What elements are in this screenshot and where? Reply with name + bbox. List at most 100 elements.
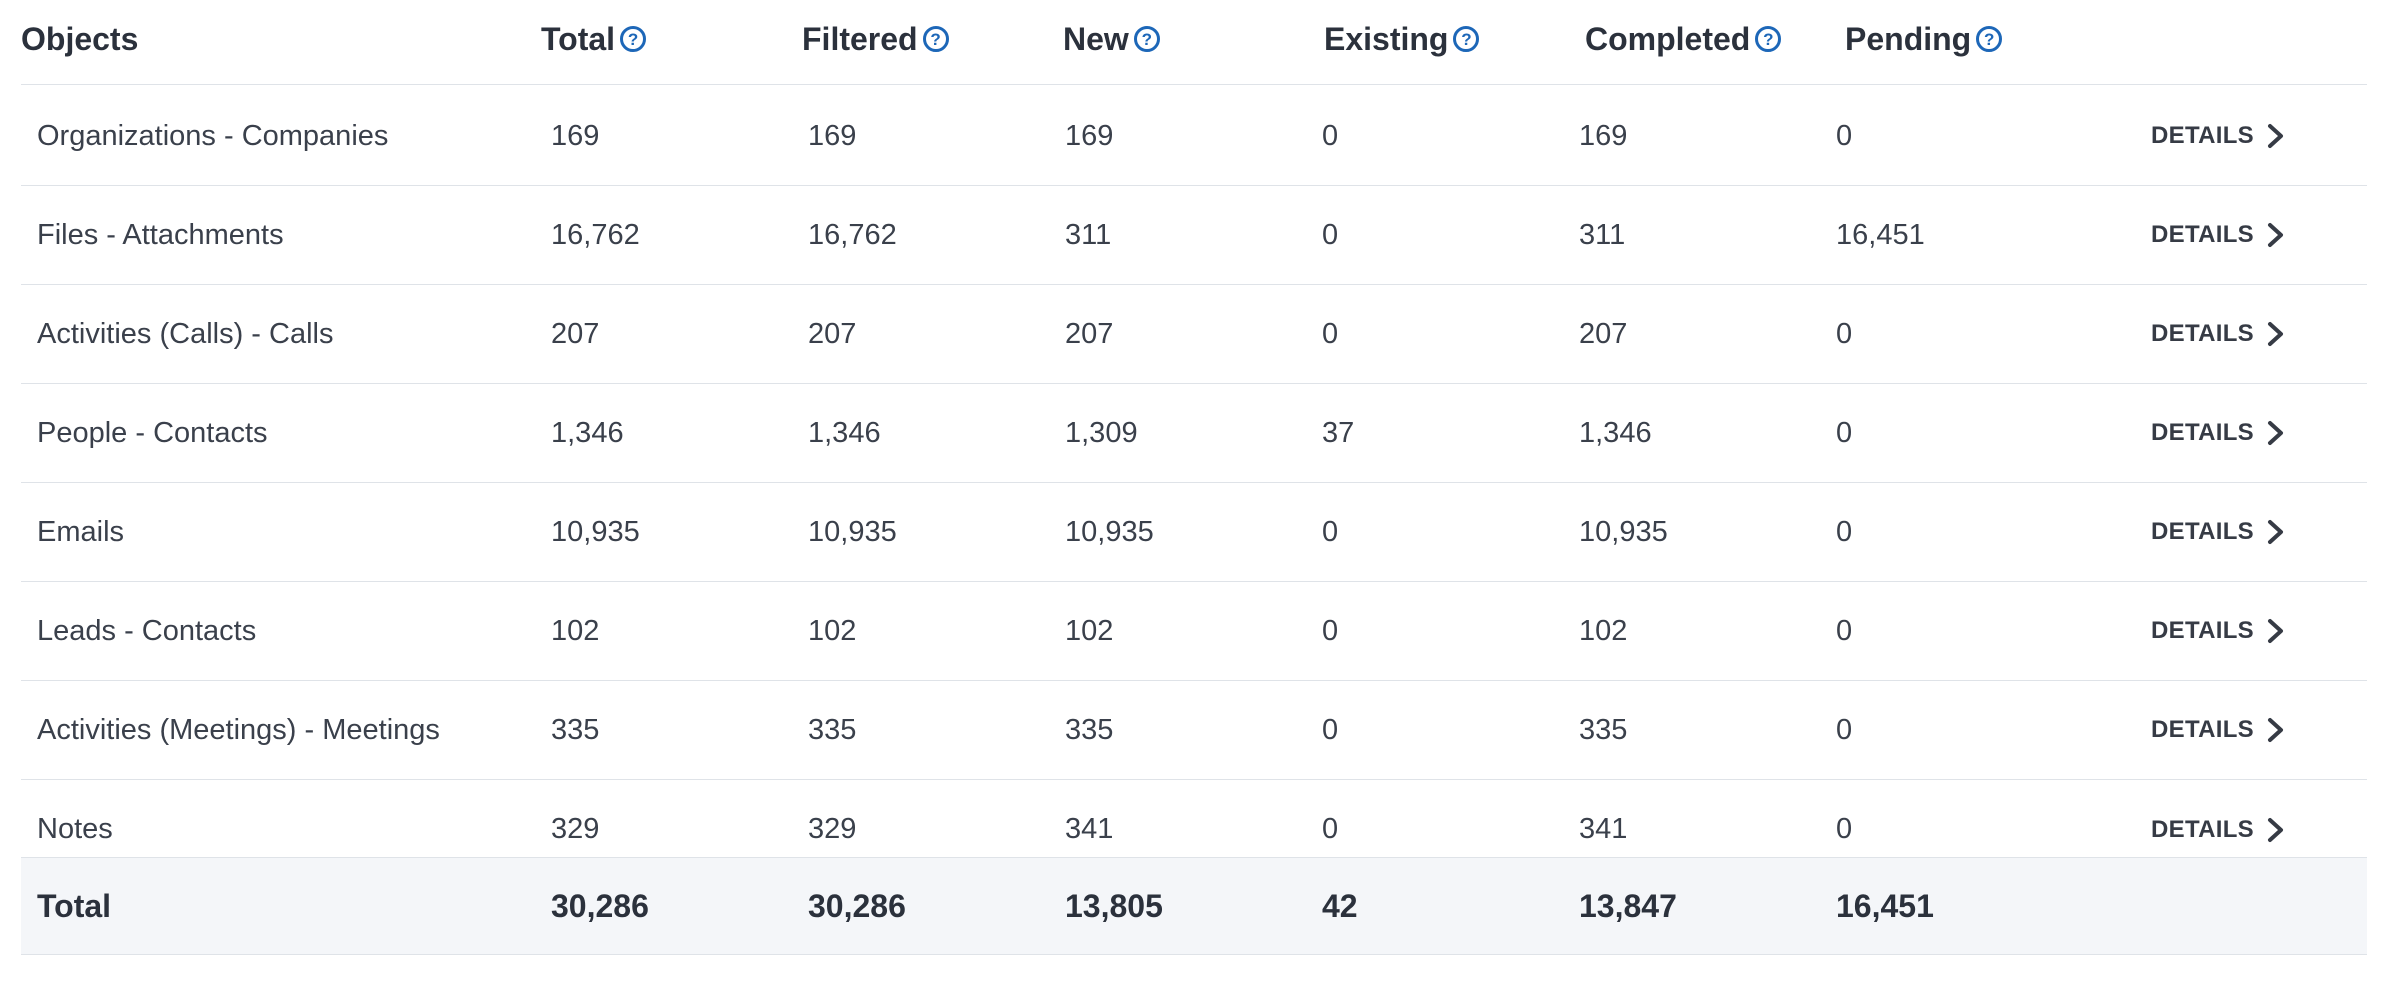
object-name-cell: Activities (Meetings) - Meetings [37,713,440,746]
details-label: DETAILS [2151,419,2254,446]
pending-cell: 16,451 [1836,218,1925,251]
new-cell: 341 [1065,813,1114,845]
totals-pending: 16,451 [1836,887,1934,924]
details-link[interactable]: DETAILS [2151,285,2288,383]
chevron-right-icon [2268,322,2283,346]
column-header-label: Pending [1845,20,1972,57]
pending-cell: 0 [1836,713,1853,746]
details-link[interactable]: DETAILS [2151,483,2288,581]
help-icon[interactable]: ? [922,26,949,52]
column-header-label: Total [541,20,616,57]
chevron-right-icon [2268,718,2283,742]
total-cell: 10,935 [551,515,640,548]
new-cell: 10,935 [1065,515,1154,548]
column-header-label: New [1063,20,1129,57]
table-row: Activities (Meetings) - Meetings 335 335… [21,681,2367,780]
chevron-right-icon [2268,223,2283,247]
existing-cell: 0 [1322,614,1339,647]
new-cell: 102 [1065,614,1114,647]
chevron-right-icon [2268,619,2283,643]
table-header: Objects Total ? Filtered ? New ? Existin… [21,0,2367,85]
object-name-cell: Leads - Contacts [37,614,257,647]
table-row: Files - Attachments 16,762 16,762 311 0 … [21,186,2367,285]
details-label: DETAILS [2151,518,2254,545]
totals-new: 13,805 [1065,887,1163,924]
completed-cell: 1,346 [1579,416,1652,449]
help-icon[interactable]: ? [620,26,647,52]
total-cell: 1,346 [551,416,624,449]
help-icon[interactable]: ? [1133,26,1160,52]
table-row: People - Contacts 1,346 1,346 1,309 37 1… [21,384,2367,483]
total-cell: 16,762 [551,218,640,251]
details-link[interactable]: DETAILS [2151,87,2288,185]
pending-cell: 0 [1836,614,1853,647]
details-link[interactable]: DETAILS [2151,681,2288,779]
details-label: DETAILS [2151,122,2254,149]
details-label: DETAILS [2151,221,2254,248]
totals-completed: 13,847 [1579,887,1677,924]
total-cell: 169 [551,119,600,152]
table-row: Notes 329 329 341 0 341 0 DETAILS [21,780,2367,857]
pending-cell: 0 [1836,119,1853,152]
details-link[interactable]: DETAILS [2151,384,2288,482]
totals-filtered: 30,286 [808,887,906,924]
object-name-cell: Activities (Calls) - Calls [37,317,334,350]
existing-cell: 0 [1322,515,1339,548]
pending-cell: 0 [1836,317,1853,350]
existing-cell: 37 [1322,416,1355,449]
completed-cell: 335 [1579,713,1628,746]
column-header-label: Objects [21,20,139,57]
filtered-cell: 329 [808,813,857,845]
filtered-cell: 1,346 [808,416,881,449]
table-row: Leads - Contacts 102 102 102 0 102 0 DET… [21,582,2367,681]
object-name-cell: Emails [37,515,125,548]
column-header-label: Filtered [802,20,918,57]
details-link[interactable]: DETAILS [2151,582,2288,680]
column-header-objects: Objects [21,0,138,78]
filtered-cell: 207 [808,317,857,350]
column-header-label: Completed [1585,20,1751,57]
details-link[interactable]: DETAILS [2151,186,2288,284]
column-header-filtered: Filtered ? [802,0,949,78]
pending-cell: 0 [1836,515,1853,548]
existing-cell: 0 [1322,713,1339,746]
filtered-cell: 335 [808,713,857,746]
existing-cell: 0 [1322,218,1339,251]
details-link[interactable]: DETAILS [2151,780,2288,857]
filtered-cell: 16,762 [808,218,897,251]
totals-row: Total 30,286 30,286 13,805 42 13,847 16,… [21,857,2367,955]
object-name-cell: Notes [37,813,113,845]
column-header-label: Existing [1324,20,1449,57]
completed-cell: 341 [1579,813,1628,845]
details-label: DETAILS [2151,617,2254,644]
existing-cell: 0 [1322,813,1339,845]
new-cell: 335 [1065,713,1114,746]
column-header-total: Total ? [541,0,647,78]
completed-cell: 207 [1579,317,1628,350]
new-cell: 169 [1065,119,1114,152]
column-header-existing: Existing ? [1324,0,1480,78]
new-cell: 207 [1065,317,1114,350]
help-icon[interactable]: ? [1755,26,1782,52]
pending-cell: 0 [1836,416,1853,449]
filtered-cell: 10,935 [808,515,897,548]
chevron-right-icon [2268,124,2283,148]
help-icon[interactable]: ? [1976,26,2003,52]
column-header-pending: Pending ? [1845,0,2003,78]
filtered-cell: 169 [808,119,857,152]
table-row: Activities (Calls) - Calls 207 207 207 0… [21,285,2367,384]
total-cell: 335 [551,713,600,746]
completed-cell: 10,935 [1579,515,1668,548]
total-cell: 207 [551,317,600,350]
chevron-right-icon [2268,520,2283,544]
column-header-new: New ? [1063,0,1160,78]
new-cell: 311 [1065,218,1112,251]
help-icon[interactable]: ? [1453,26,1480,52]
filtered-cell: 102 [808,614,857,647]
details-label: DETAILS [2151,320,2254,347]
object-name-cell: Files - Attachments [37,218,284,251]
pending-cell: 0 [1836,813,1853,845]
completed-cell: 169 [1579,119,1628,152]
total-cell: 329 [551,813,600,845]
